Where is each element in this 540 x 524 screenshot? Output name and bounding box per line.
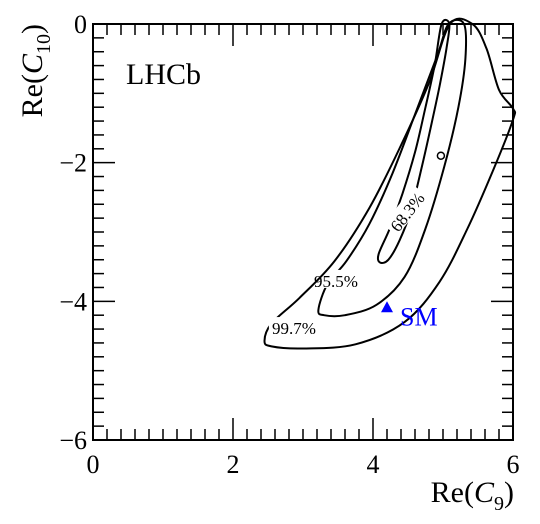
contour-lines: 68.3% 95.5% 99.7%: [263, 17, 517, 350]
y-axis-label-sub: 10: [33, 34, 55, 54]
y-axis-label-var: C: [16, 53, 49, 74]
x-tick-label: 2: [227, 450, 240, 479]
contour-label: 99.7%: [272, 319, 316, 338]
x-tick-label: 4: [367, 450, 380, 479]
markers: SM: [381, 151, 446, 331]
sm-marker: [381, 301, 393, 313]
tick-labels: 0 2 4 6 0 −2 −4 −6: [59, 10, 519, 479]
contour-label-bg: [268, 317, 319, 336]
best-fit-marker: [436, 151, 446, 160]
y-tick-label: 0: [74, 10, 87, 39]
y-tick-label: −2: [59, 149, 87, 178]
x-axis-label: Re(C9): [431, 476, 514, 515]
contour-997: [263, 17, 517, 350]
contour-683: [376, 18, 451, 264]
y-axis-label-close: ): [16, 24, 49, 34]
x-tick-label: 6: [507, 450, 520, 479]
experiment-label: LHCb: [126, 58, 201, 91]
y-tick-label: −4: [59, 287, 87, 316]
x-axis-label-close: ): [504, 476, 514, 509]
x-axis-label-main: Re(: [431, 476, 474, 509]
axis-ticks: [92, 23, 514, 441]
x-axis-label-var: C: [474, 476, 495, 509]
contour-label: 95.5%: [314, 272, 358, 291]
contour-label: 68.3%: [387, 189, 429, 235]
y-axis-label-main: Re(: [16, 74, 49, 117]
x-tick-label: 0: [87, 450, 100, 479]
y-tick-label: −6: [59, 426, 87, 455]
contour-label-bg: [383, 185, 429, 236]
sm-label: SM: [400, 302, 438, 331]
contour-955: [317, 18, 468, 318]
x-axis-label-sub: 9: [494, 493, 504, 515]
y-axis-label: Re(C10): [16, 24, 55, 117]
